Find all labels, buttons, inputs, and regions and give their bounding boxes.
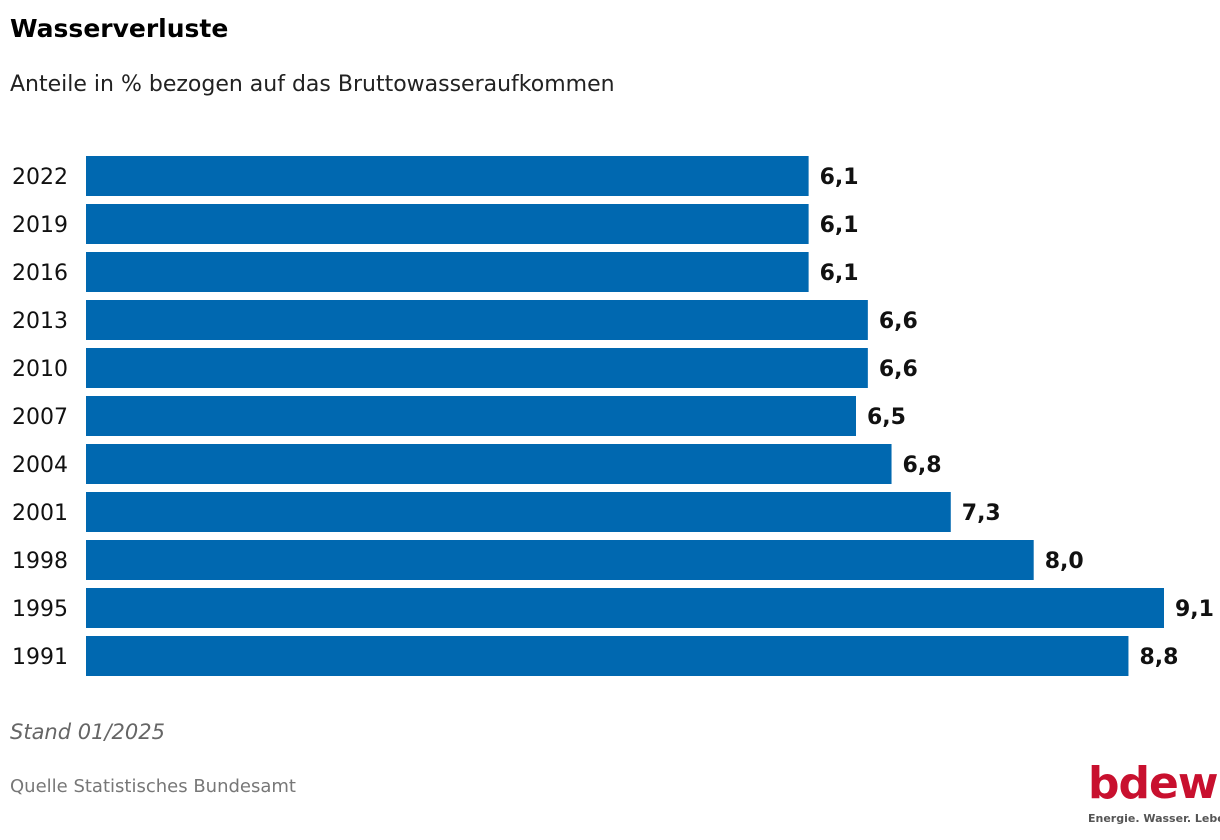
bar-1998 <box>86 540 1034 580</box>
value-label: 6,1 <box>820 213 859 238</box>
bar-2022 <box>86 156 809 196</box>
bar-2010 <box>86 348 868 388</box>
bar-2001 <box>86 492 951 532</box>
bar-2007 <box>86 396 856 436</box>
chart-subtitle: Anteile in % bezogen auf das Bruttowasse… <box>10 72 615 97</box>
bar-1995 <box>86 588 1164 628</box>
category-label: 1995 <box>12 597 68 622</box>
category-label: 2001 <box>12 501 68 526</box>
value-label: 6,6 <box>879 309 918 334</box>
chart-title: Wasserverluste <box>10 14 229 43</box>
value-label: 6,1 <box>820 165 859 190</box>
category-label: 2022 <box>12 165 68 190</box>
bdew-logo: bdew Energie. Wasser. Leben. <box>1088 758 1220 826</box>
date-note: Stand 01/2025 <box>10 720 165 744</box>
category-label: 2010 <box>12 357 68 382</box>
logo-tagline: Energie. Wasser. Leben. <box>1088 812 1220 825</box>
value-label: 6,5 <box>867 405 906 430</box>
category-label: 1998 <box>12 549 68 574</box>
category-label: 2004 <box>12 453 68 478</box>
value-label: 9,1 <box>1175 597 1214 622</box>
bar-2016 <box>86 252 809 292</box>
bar-2004 <box>86 444 892 484</box>
bar-1991 <box>86 636 1129 676</box>
category-label: 2019 <box>12 213 68 238</box>
value-label: 6,6 <box>879 357 918 382</box>
value-label: 6,1 <box>820 261 859 286</box>
value-label: 6,8 <box>903 453 942 478</box>
bar-2013 <box>86 300 868 340</box>
value-label: 8,8 <box>1139 645 1178 670</box>
category-label: 1991 <box>12 645 68 670</box>
bar-2019 <box>86 204 809 244</box>
category-label: 2007 <box>12 405 68 430</box>
category-label: 2013 <box>12 309 68 334</box>
bar-chart: 2022 6,1 2019 6,1 2016 6,1 2013 6,6 2010 6,6 2007 6… <box>12 156 1214 676</box>
value-label: 8,0 <box>1045 549 1084 574</box>
category-label: 2016 <box>12 261 68 286</box>
logo-wordmark: bdew <box>1088 758 1218 809</box>
source-note: Quelle Statistisches Bundesamt <box>10 776 296 797</box>
value-label: 7,3 <box>962 501 1001 526</box>
